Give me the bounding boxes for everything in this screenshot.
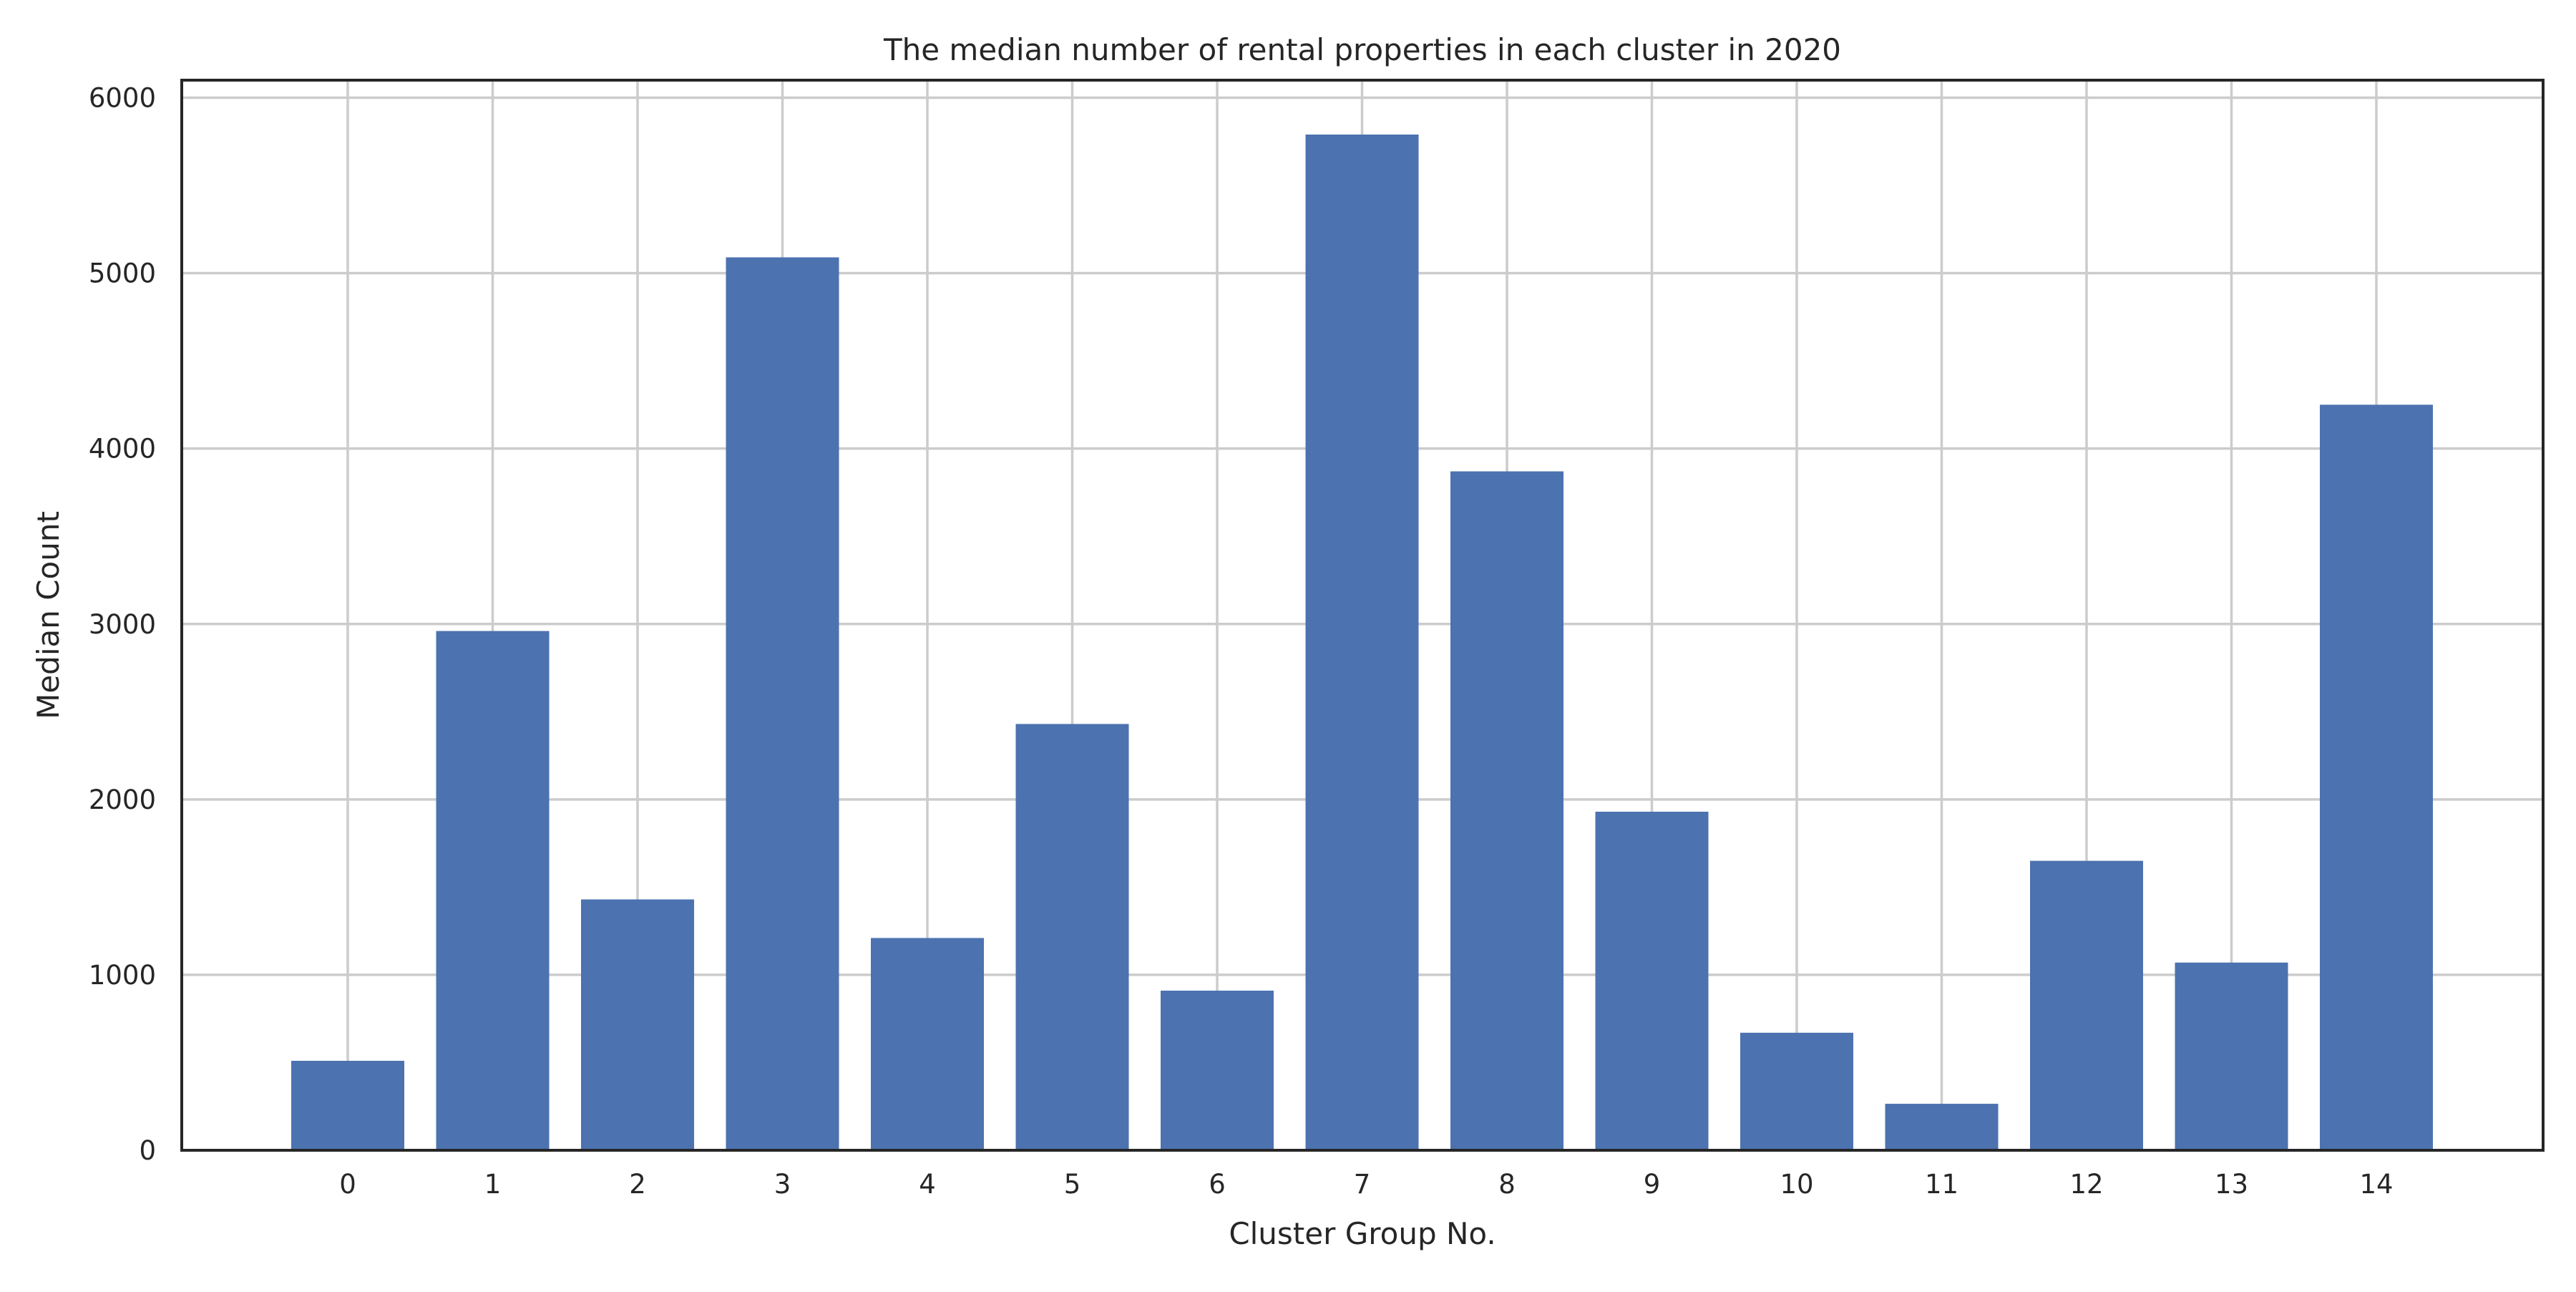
x-tick-label: 10 (1780, 1169, 1813, 1200)
bar-cluster-5 (1015, 724, 1129, 1150)
x-tick-label: 1 (484, 1169, 502, 1200)
y-tick-label: 1000 (89, 960, 156, 991)
x-tick-label: 3 (774, 1169, 791, 1200)
y-axis-label: Median Count (31, 511, 66, 719)
bars (291, 134, 2433, 1151)
bar-cluster-12 (2030, 860, 2143, 1150)
bar-cluster-2 (581, 899, 694, 1150)
plot-frame (180, 79, 2545, 1152)
x-axis-label: Cluster Group No. (1229, 1216, 1496, 1251)
y-tick-label: 5000 (89, 258, 156, 289)
bar-cluster-7 (1305, 134, 1419, 1151)
y-tick-label: 4000 (89, 434, 156, 465)
x-tick-label: 4 (919, 1169, 936, 1200)
bar-cluster-13 (2175, 962, 2288, 1150)
bar-cluster-9 (1595, 811, 1709, 1150)
bar-cluster-4 (871, 938, 984, 1150)
bar-cluster-14 (2320, 404, 2433, 1150)
bar-cluster-3 (726, 257, 839, 1151)
x-tick-label: 7 (1354, 1169, 1371, 1200)
x-tick-label: 0 (339, 1169, 356, 1200)
x-tick-label: 6 (1209, 1169, 1226, 1200)
x-tick-label: 13 (2215, 1169, 2248, 1200)
y-tick-label: 0 (139, 1135, 156, 1166)
bar-cluster-10 (1740, 1032, 1853, 1150)
chart-title: The median number of rental properties i… (883, 32, 1841, 67)
y-axis-ticks: 0 1000 2000 3000 4000 5000 6000 (89, 83, 156, 1166)
x-axis-ticks: 0 1 2 3 4 5 6 7 8 9 10 11 12 13 14 (339, 1169, 2393, 1200)
x-tick-label: 12 (2069, 1169, 2103, 1200)
x-tick-label: 14 (2359, 1169, 2393, 1200)
bar-cluster-6 (1161, 990, 1274, 1150)
x-tick-label: 8 (1498, 1169, 1516, 1200)
y-tick-label: 2000 (89, 785, 156, 815)
y-tick-label: 3000 (89, 609, 156, 640)
bar-cluster-8 (1450, 471, 1563, 1150)
bar-cluster-0 (291, 1061, 404, 1150)
bar-cluster-11 (1885, 1104, 1999, 1150)
y-tick-label: 6000 (89, 83, 156, 114)
x-tick-label: 11 (1925, 1169, 1958, 1200)
x-tick-label: 2 (629, 1169, 646, 1200)
x-tick-label: 9 (1644, 1169, 1661, 1200)
bar-cluster-1 (436, 631, 550, 1150)
x-tick-label: 5 (1064, 1169, 1081, 1200)
